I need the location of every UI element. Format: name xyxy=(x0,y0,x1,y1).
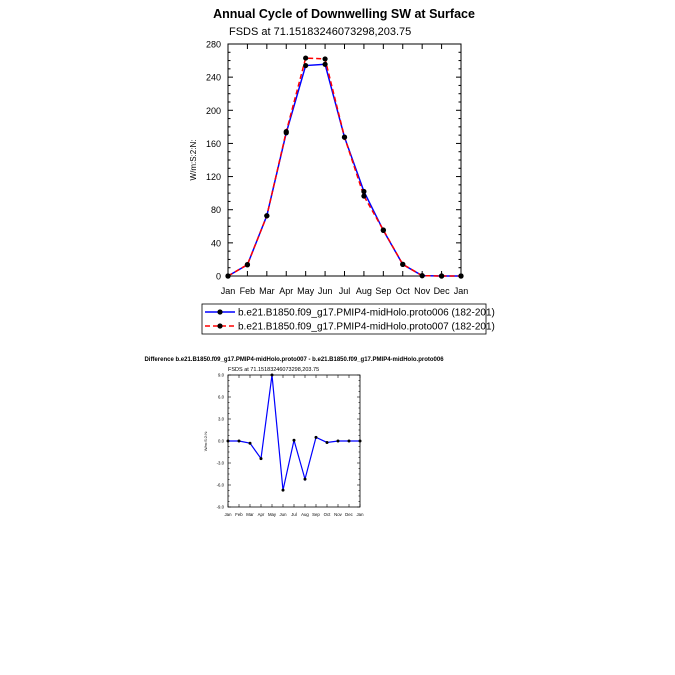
main-series-1-point xyxy=(244,262,251,268)
main-series-line-1 xyxy=(227,57,461,277)
diff-x-tick-label: Apr xyxy=(258,512,265,517)
main-title: Annual Cycle of Downwelling SW at Surfac… xyxy=(213,7,475,21)
diff-x-tick-label: Aug xyxy=(301,512,309,517)
diff-x-tick-label: Jan xyxy=(225,512,233,517)
diff-series-group xyxy=(226,373,362,492)
main-x-tick-label: Jan xyxy=(454,286,469,296)
main-series-1-point xyxy=(264,213,270,219)
main-y-tick-label: 0 xyxy=(216,272,221,282)
difference-chart: Difference b.e21.B1850.f09_g17.PMIP4-mid… xyxy=(144,357,444,517)
diff-x-tick-label: Jul xyxy=(291,512,297,517)
main-x-tick-label: Oct xyxy=(396,286,411,296)
main-x-tick-label: May xyxy=(297,286,315,296)
main-series-1-point xyxy=(303,55,309,61)
diff-y-tick-label: -9.0 xyxy=(217,505,225,510)
legend-label-0: b.e21.B1850.f09_g17.PMIP4-midHolo.proto0… xyxy=(238,308,495,319)
main-series-1-point xyxy=(380,227,386,233)
diff-x-tick-label: May xyxy=(268,512,277,517)
diff-series-0-point xyxy=(358,439,362,443)
main-series-1-point xyxy=(283,128,289,135)
main-series-1-point xyxy=(322,56,328,62)
legend-label-1: b.e21.B1850.f09_g17.PMIP4-midHolo.proto0… xyxy=(238,322,495,333)
diff-y-ticks: -9.0 -6.0 -3.0 0.0 3.0 6.0 9.0 xyxy=(217,373,360,510)
main-x-tick-label: Jun xyxy=(318,286,333,296)
diff-title: Difference b.e21.B1850.f09_g17.PMIP4-mid… xyxy=(144,357,444,363)
main-x-tick-label: Dec xyxy=(434,286,451,296)
main-series-0-point xyxy=(303,62,309,69)
diff-series-0-point xyxy=(281,488,285,492)
main-series-group xyxy=(225,55,464,279)
main-series-1-point xyxy=(438,273,445,279)
diff-y-tick-label: 6.0 xyxy=(218,395,225,400)
legend-marker-0 xyxy=(217,309,223,315)
main-series-0-point xyxy=(361,188,367,195)
diff-series-line-0 xyxy=(228,374,360,491)
main-y-tick-label: 80 xyxy=(211,205,221,215)
diff-subtitle: FSDS at 71.15183246073298,203.75 xyxy=(228,367,319,373)
main-ylabel: W/m:S:2:N: xyxy=(189,140,198,181)
main-y-tick-label: 280 xyxy=(206,40,221,50)
diff-x-tick-label: Jun xyxy=(280,512,288,517)
main-y-tick-label: 120 xyxy=(206,172,221,182)
main-x-tick-label: Mar xyxy=(259,286,275,296)
diff-x-ticks: Jan Feb Mar Apr May Jun Jul Aug Sep Oct Nov Dec Jan xyxy=(225,375,365,517)
main-series-0-point xyxy=(322,61,328,67)
diff-series-0-point xyxy=(292,438,296,442)
main-series-1-point xyxy=(361,193,367,199)
diff-series-0-point xyxy=(303,477,307,481)
main-x-tick-label: Aug xyxy=(356,286,372,296)
main-series-1-point xyxy=(458,273,464,279)
diff-y-tick-label: 3.0 xyxy=(218,417,225,422)
diff-y-tick-label: 0.0 xyxy=(218,439,225,444)
diff-x-tick-label: Feb xyxy=(235,512,243,517)
diff-series-0-point xyxy=(237,439,241,443)
diff-series-0-point xyxy=(314,435,318,439)
main-series-line-0 xyxy=(227,63,461,277)
main-x-tick-label: Sep xyxy=(375,286,391,296)
main-subtitle: FSDS at 71.15183246073298,203.75 xyxy=(229,26,411,38)
diff-series-0-point xyxy=(248,441,252,445)
main-chart: Annual Cycle of Downwelling SW at Surfac… xyxy=(189,7,475,296)
diff-series-0-point xyxy=(259,457,263,461)
diff-x-tick-label: Oct xyxy=(324,512,331,517)
main-x-ticks: Jan Feb Mar Apr May Jun Jul Aug Sep Oct Nov Dec Jan xyxy=(221,44,469,296)
diff-series-0-point xyxy=(347,439,351,443)
diff-series-0-point xyxy=(226,439,230,443)
diff-x-tick-label: Sep xyxy=(312,512,320,517)
diff-x-tick-label: Mar xyxy=(246,512,254,517)
main-x-tick-label: Jan xyxy=(221,286,236,296)
main-x-tick-label: Jul xyxy=(339,286,351,296)
diff-y-tick-label: -6.0 xyxy=(217,483,225,488)
main-y-tick-label: 40 xyxy=(211,238,221,248)
main-plot-frame xyxy=(227,43,462,277)
main-y-ticks: 0 40 80 120 160 200 240 280 xyxy=(206,40,461,282)
legend-box xyxy=(201,303,487,335)
main-y-tick-label: 200 xyxy=(206,106,221,116)
main-series-1-point xyxy=(419,273,425,279)
main-y-tick-label: 160 xyxy=(206,139,221,149)
diff-ylabel: W/m:S:2:N: xyxy=(203,431,208,451)
diff-x-tick-label: Jan xyxy=(357,512,365,517)
diff-x-tick-label: Dec xyxy=(345,512,353,517)
diff-series-0-point xyxy=(325,440,329,444)
main-series-1-point xyxy=(341,134,348,140)
diff-y-tick-label: 9.0 xyxy=(218,373,225,378)
main-x-tick-label: Apr xyxy=(279,286,293,296)
diff-y-tick-label: -3.0 xyxy=(217,461,225,466)
main-y-tick-label: 240 xyxy=(206,73,221,83)
legend: b.e21.B1850.f09_g17.PMIP4-midHolo.proto0… xyxy=(201,303,495,335)
main-x-tick-label: Nov xyxy=(414,286,431,296)
diff-series-0-point xyxy=(270,373,274,377)
main-x-tick-label: Feb xyxy=(240,286,256,296)
legend-marker-1 xyxy=(217,323,223,329)
main-series-1-point xyxy=(225,273,231,279)
main-series-1-point xyxy=(400,261,406,267)
diff-x-tick-label: Nov xyxy=(334,512,342,517)
diff-series-0-point xyxy=(336,439,340,443)
